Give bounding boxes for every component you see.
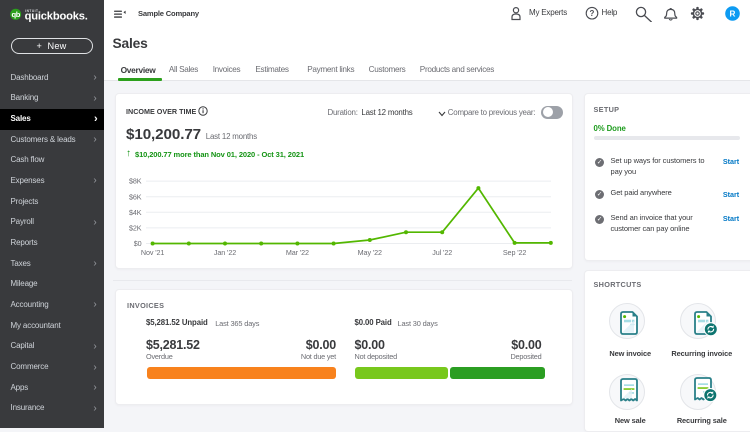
svg-text:$2K: $2K [129, 224, 142, 233]
svg-text:Nov '21: Nov '21 [141, 248, 165, 257]
svg-text:$8K: $8K [129, 177, 142, 186]
svg-text:May '22: May '22 [358, 248, 382, 257]
svg-text:Jul '22: Jul '22 [432, 248, 452, 257]
svg-text:Mar '22: Mar '22 [286, 248, 309, 257]
svg-text:?: ? [590, 9, 595, 18]
svg-text:Sep '22: Sep '22 [503, 248, 527, 257]
svg-text:R: R [730, 10, 736, 19]
svg-text:$6K: $6K [129, 192, 142, 201]
svg-text:INTUIT: INTUIT [25, 9, 38, 13]
svg-text:quickbooks.: quickbooks. [25, 10, 88, 22]
svg-text:Jan '22: Jan '22 [214, 248, 236, 257]
svg-text:qb: qb [12, 10, 21, 19]
svg-text:$0: $0 [134, 239, 142, 248]
svg-text:$4K: $4K [129, 208, 142, 217]
